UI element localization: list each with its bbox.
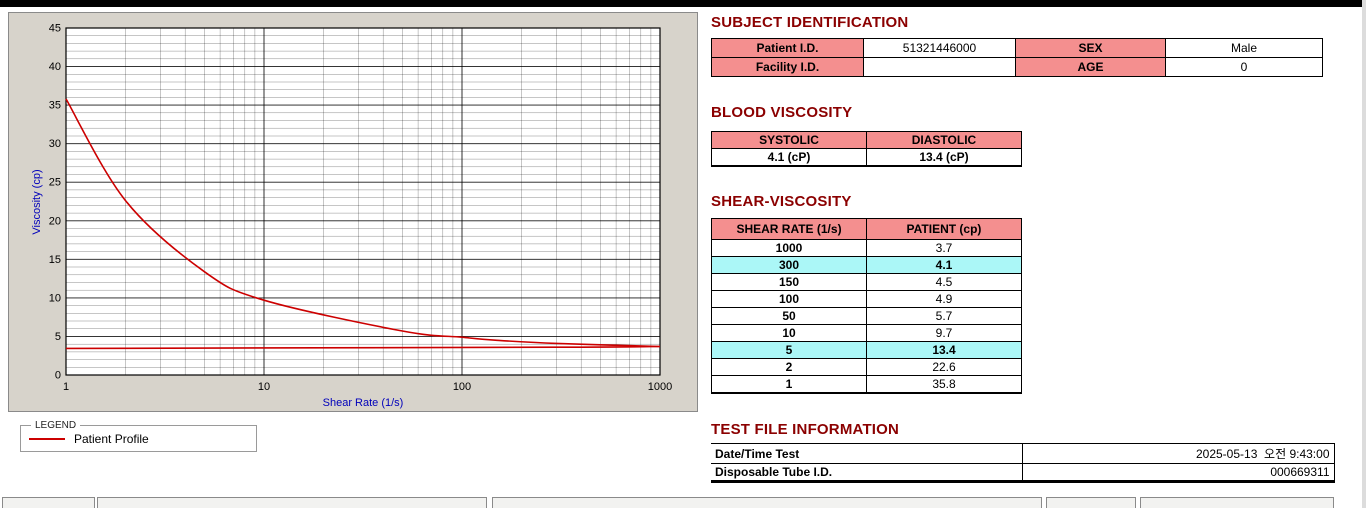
patient-id-value: 51321446000 [863, 38, 1016, 58]
svg-text:30: 30 [49, 138, 61, 150]
bottom-toolbar-item[interactable] [1046, 497, 1136, 508]
table-row: 150 4.5 [711, 273, 1022, 291]
svg-text:Shear Rate (1/s): Shear Rate (1/s) [323, 397, 404, 409]
viscosity-cell: 4.5 [866, 273, 1022, 291]
viscosity-cell: 22.6 [866, 358, 1022, 376]
section-title-subject-identification: SUBJECT IDENTIFICATION [711, 14, 909, 31]
sex-label: SEX [1015, 38, 1166, 58]
viscosity-chart-svg: 0 5 10 15 20 25 30 35 40 45 1 10 100 1000 Viscosity (c… [31, 23, 672, 410]
shear-rate-cell: 300 [711, 256, 867, 274]
svg-text:100: 100 [453, 381, 471, 393]
date-time-test-value: 2025-05-13 오전 9:43:00 [1021, 443, 1335, 464]
svg-text:0: 0 [55, 370, 61, 382]
viscosity-cell: 13.4 [866, 341, 1022, 359]
blood-viscosity-table: SYSTOLIC DIASTOLIC 4.1 (cP) 13.4 (cP) [711, 131, 1022, 167]
shear-rate-cell: 50 [711, 307, 867, 325]
svg-text:1000: 1000 [648, 381, 672, 393]
table-row: 50 5.7 [711, 307, 1022, 325]
systolic-value: 4.1 (cP) [711, 148, 867, 167]
viscosity-cell: 35.8 [866, 375, 1022, 394]
patient-id-label: Patient I.D. [711, 38, 864, 58]
systolic-header: SYSTOLIC [711, 131, 867, 149]
shear-rate-cell: 5 [711, 341, 867, 359]
diastolic-value: 13.4 (cP) [866, 148, 1022, 167]
shear-rate-cell: 2 [711, 358, 867, 376]
svg-text:10: 10 [258, 381, 270, 393]
facility-id-value [863, 57, 1016, 77]
svg-text:10: 10 [49, 292, 61, 304]
shear-viscosity-table: SHEAR RATE (1/s) PATIENT (cp) 1000 3.7 3… [711, 218, 1022, 394]
diastolic-header: DIASTOLIC [866, 131, 1022, 149]
viscosity-cell: 5.7 [866, 307, 1022, 325]
window-top-bar [0, 0, 1366, 7]
legend-title: LEGEND [35, 420, 77, 431]
svg-text:5: 5 [55, 331, 61, 343]
table-row: 4.1 (cP) 13.4 (cP) [711, 148, 1022, 167]
svg-text:45: 45 [49, 23, 61, 35]
age-value: 0 [1165, 57, 1323, 77]
svg-text:15: 15 [49, 254, 61, 266]
test-file-information-table: Date/Time Test 2025-05-13 오전 9:43:00 Dis… [711, 443, 1335, 483]
shear-rate-header: SHEAR RATE (1/s) [711, 218, 867, 240]
viscosity-cell: 3.7 [866, 239, 1022, 257]
shear-rate-cell: 100 [711, 290, 867, 308]
svg-text:40: 40 [49, 61, 61, 73]
svg-text:Viscosity (cp): Viscosity (cp) [31, 169, 43, 234]
svg-text:35: 35 [49, 100, 61, 112]
table-row: Facility I.D. AGE 0 [711, 57, 1323, 77]
table-header-row: SHEAR RATE (1/s) PATIENT (cp) [711, 218, 1022, 240]
window-right-edge [1362, 0, 1366, 508]
legend-item-label: Patient Profile [74, 432, 149, 446]
table-row: Disposable Tube I.D. 000669311 [711, 463, 1335, 483]
section-title-test-file-information: TEST FILE INFORMATION [711, 421, 900, 438]
bottom-toolbar-item[interactable] [97, 497, 487, 508]
viscosity-cell: 9.7 [866, 324, 1022, 342]
age-label: AGE [1015, 57, 1166, 77]
bottom-toolbar-item[interactable] [1140, 497, 1334, 508]
legend-item: Patient Profile [29, 432, 248, 446]
patient-cp-header: PATIENT (cp) [866, 218, 1022, 240]
svg-text:20: 20 [49, 215, 61, 227]
svg-text:25: 25 [49, 177, 61, 189]
section-title-blood-viscosity: BLOOD VISCOSITY [711, 104, 853, 121]
shear-rate-cell: 1000 [711, 239, 867, 257]
table-row: 100 4.9 [711, 290, 1022, 308]
chart-legend: LEGEND Patient Profile [20, 420, 257, 452]
sex-value: Male [1165, 38, 1323, 58]
disposable-tube-id-value: 000669311 [1021, 463, 1335, 483]
viscosity-chart-panel: 0 5 10 15 20 25 30 35 40 45 1 10 100 1000 Viscosity (c… [8, 12, 698, 412]
table-row: 2 22.6 [711, 358, 1022, 376]
date-time-test-label: Date/Time Test [711, 443, 1022, 464]
bottom-toolbar-item[interactable] [2, 497, 95, 508]
table-row: SYSTOLIC DIASTOLIC [711, 131, 1022, 149]
section-title-shear-viscosity: SHEAR-VISCOSITY [711, 193, 852, 210]
shear-rate-cell: 1 [711, 375, 867, 394]
facility-id-label: Facility I.D. [711, 57, 864, 77]
disposable-tube-id-label: Disposable Tube I.D. [711, 463, 1022, 483]
subject-identification-table: Patient I.D. 51321446000 SEX Male Facili… [711, 38, 1323, 77]
table-row: Patient I.D. 51321446000 SEX Male [711, 38, 1323, 58]
table-row: 5 13.4 [711, 341, 1022, 359]
viscosity-cell: 4.9 [866, 290, 1022, 308]
bottom-toolbar-item[interactable] [492, 497, 1042, 508]
table-row: 1000 3.7 [711, 239, 1022, 257]
shear-rate-cell: 10 [711, 324, 867, 342]
table-row: 10 9.7 [711, 324, 1022, 342]
table-row: 300 4.1 [711, 256, 1022, 274]
table-row: Date/Time Test 2025-05-13 오전 9:43:00 [711, 443, 1335, 464]
viscosity-cell: 4.1 [866, 256, 1022, 274]
svg-text:1: 1 [63, 381, 69, 393]
shear-rate-cell: 150 [711, 273, 867, 291]
report-data-panel: SUBJECT IDENTIFICATION Patient I.D. 5132… [711, 14, 1335, 483]
patient-profile-line-swatch [29, 438, 65, 440]
table-row: 1 35.8 [711, 375, 1022, 394]
